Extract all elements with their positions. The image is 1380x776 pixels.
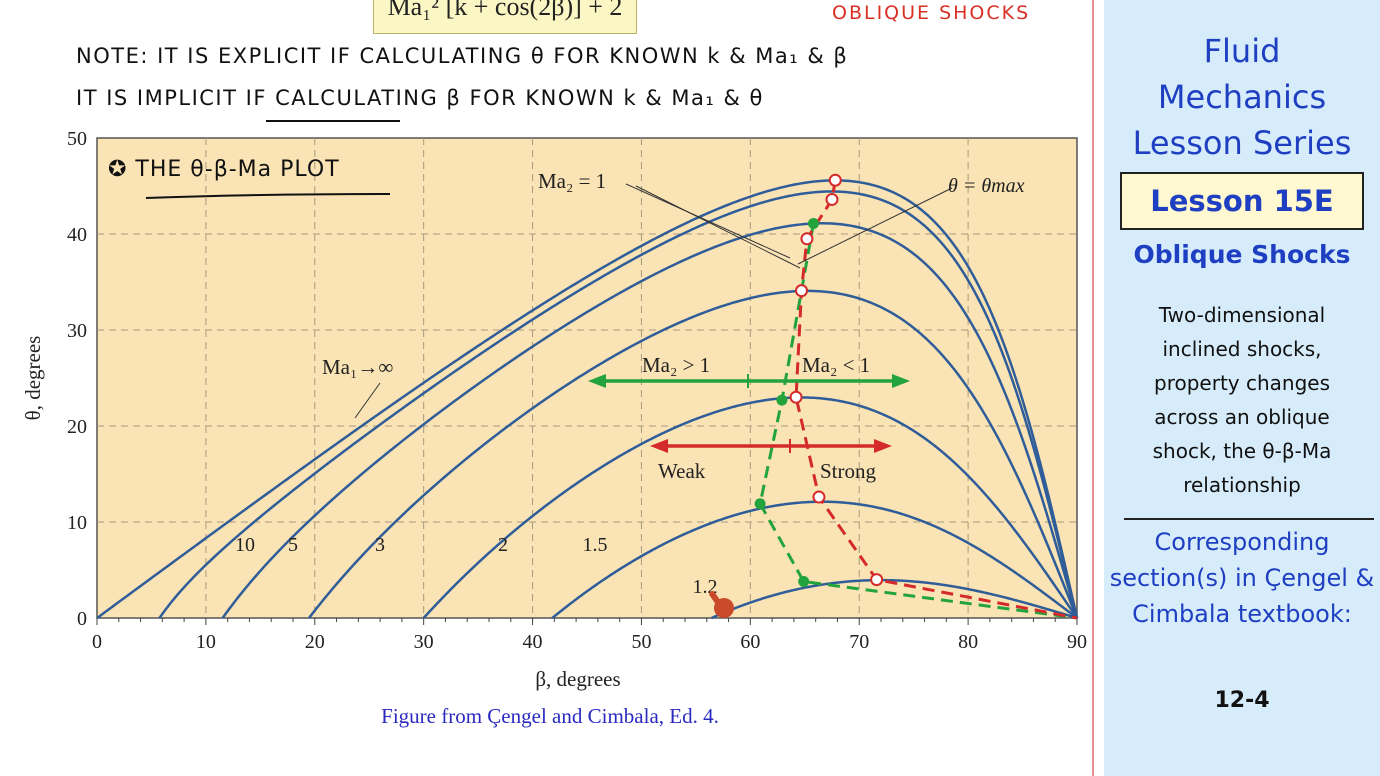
lesson-topic: Oblique Shocks [1133, 240, 1351, 269]
note-line-explicit: NOTE: IT IS EXPLICIT IF CALCULATING θ FO… [76, 44, 849, 68]
x-tick-label-20: 20 [305, 631, 325, 653]
theta-max-point-1 [825, 192, 839, 206]
mach-curve-label-1: 10 [235, 534, 255, 556]
arrow-ma2-regions [588, 374, 910, 388]
series-title-line-2: Mechanics [1157, 78, 1327, 116]
x-tick-label-90: 90 [1067, 631, 1087, 653]
mach-curve-1 [158, 190, 1079, 619]
top-formula-box: Ma₁² [k + cos(2β)] + 2 [373, 0, 637, 34]
x-tick-label-40: 40 [523, 631, 543, 653]
y-tick-label-40: 40 [67, 224, 87, 246]
leader-ma2-equals-1-b [635, 185, 801, 269]
sonic-point-2 [776, 394, 788, 406]
y-tick-label-30: 30 [67, 320, 87, 342]
x-tick-label-30: 30 [414, 631, 434, 653]
x-tick-label-50: 50 [631, 631, 651, 653]
y-tick-label-10: 10 [67, 512, 87, 534]
theta-max-point-6 [870, 573, 884, 587]
y-tick-label-50: 50 [67, 128, 87, 150]
series-title-line-3: Lesson Series [1132, 124, 1352, 162]
mach-curve-label-2: 5 [288, 534, 298, 556]
theta-max-point-2 [800, 232, 814, 246]
mach-curve-3 [308, 289, 1079, 619]
mach-curve-6 [711, 578, 1078, 620]
note-line-implicit: IT IS IMPLICIT IF CALCULATING β FOR KNOW… [76, 86, 764, 110]
slide-area: Ma₁² [k + cos(2β)] + 2 OBLIQUE SHOCKS NO… [21, 0, 1087, 728]
sections-label: Corresponding section(s) in Çengel & Cim… [1109, 528, 1375, 628]
figure-credit: Figure from Çengel and Cimbala, Ed. 4. [381, 704, 719, 728]
pointer-hand-icon [709, 590, 734, 618]
sections-number: 12-4 [1214, 688, 1270, 713]
series-title-line-1: Fluid [1203, 32, 1281, 70]
axis-ticks: 0 10 20 30 40 50 60 70 80 90 0 10 20 30 40 50 [67, 128, 1087, 653]
theta-max-point-5 [812, 490, 826, 504]
annotation-ma1-infinity: Ma₁→∞ [322, 355, 393, 379]
theta-max-line [794, 179, 1078, 620]
leader-ma1-infinity [354, 382, 381, 419]
shock-markers [754, 173, 1078, 620]
annotation-theta-max: θ = θmax [948, 175, 1025, 197]
x-tick-label-80: 80 [958, 631, 978, 653]
implicit-underline [266, 120, 400, 122]
theta-max-point-0 [828, 173, 842, 187]
arrow-weak-strong [650, 439, 892, 453]
sonic-line [758, 223, 1078, 620]
y-tick-label-0: 0 [77, 608, 87, 630]
x-tick-label-10: 10 [196, 631, 216, 653]
lesson-sidebar: Fluid Mechanics Lesson Series Lesson 15E… [1104, 0, 1380, 776]
sonic-point-0 [807, 217, 819, 229]
mach-curve-2 [221, 222, 1079, 619]
y-tick-label-20: 20 [67, 416, 87, 438]
series-title: Fluid Mechanics Lesson Series [1104, 28, 1380, 166]
mach-curve-label-3: 3 [375, 534, 385, 556]
theta-max-point-3 [795, 284, 809, 298]
x-tick-label-0: 0 [92, 631, 102, 653]
y-axis-label: θ, degrees [21, 336, 45, 421]
lesson-number-box: Lesson 15E [1120, 172, 1364, 230]
lesson-description: Two-dimensional inclined shocks, propert… [1152, 303, 1332, 497]
mach-curve-label-4: 2 [498, 534, 508, 556]
annotation-strong: Strong [820, 459, 877, 483]
theta-beta-ma-chart: 0 10 20 30 40 50 60 70 80 90 0 10 20 30 40 50 10 5 3 2 1.5 1… [21, 128, 1087, 691]
plot-annotation-handwritten: ✪ THE θ-β-Ma PLOT [108, 157, 340, 182]
chart-annotations: Ma₂ = 1 θ = θmax Ma₁→∞ Ma₂ > 1 Ma₂ < 1 W… [108, 157, 1025, 618]
leader-ma2-equals-1-a [625, 183, 791, 259]
plot-annotation-underline [145, 193, 391, 199]
top-topic-label: OBLIQUE SHOCKS [832, 2, 1031, 24]
mach-curve-label-5: 1.5 [583, 534, 608, 556]
annotation-ma2-less: Ma₂ < 1 [802, 353, 870, 377]
x-axis-label: β, degrees [535, 667, 620, 691]
sonic-point-4 [798, 576, 810, 588]
theta-max-point-4 [789, 390, 803, 404]
slide-right-border [1092, 0, 1094, 776]
annotation-weak: Weak [658, 459, 706, 483]
mach-curve-4 [422, 396, 1079, 619]
sidebar-divider [1124, 518, 1374, 520]
annotation-ma2-greater: Ma₂ > 1 [642, 353, 710, 377]
leader-theta-max [797, 187, 953, 265]
x-tick-label-60: 60 [740, 631, 760, 653]
annotation-ma2-equals-1: Ma₂ = 1 [538, 169, 606, 193]
grid-lines [97, 138, 1077, 618]
mach-curve-0 [96, 179, 1079, 619]
x-tick-label-70: 70 [849, 631, 869, 653]
sonic-point-3 [754, 498, 766, 510]
mach-curves: 10 5 3 2 1.51.2 [96, 179, 1079, 620]
